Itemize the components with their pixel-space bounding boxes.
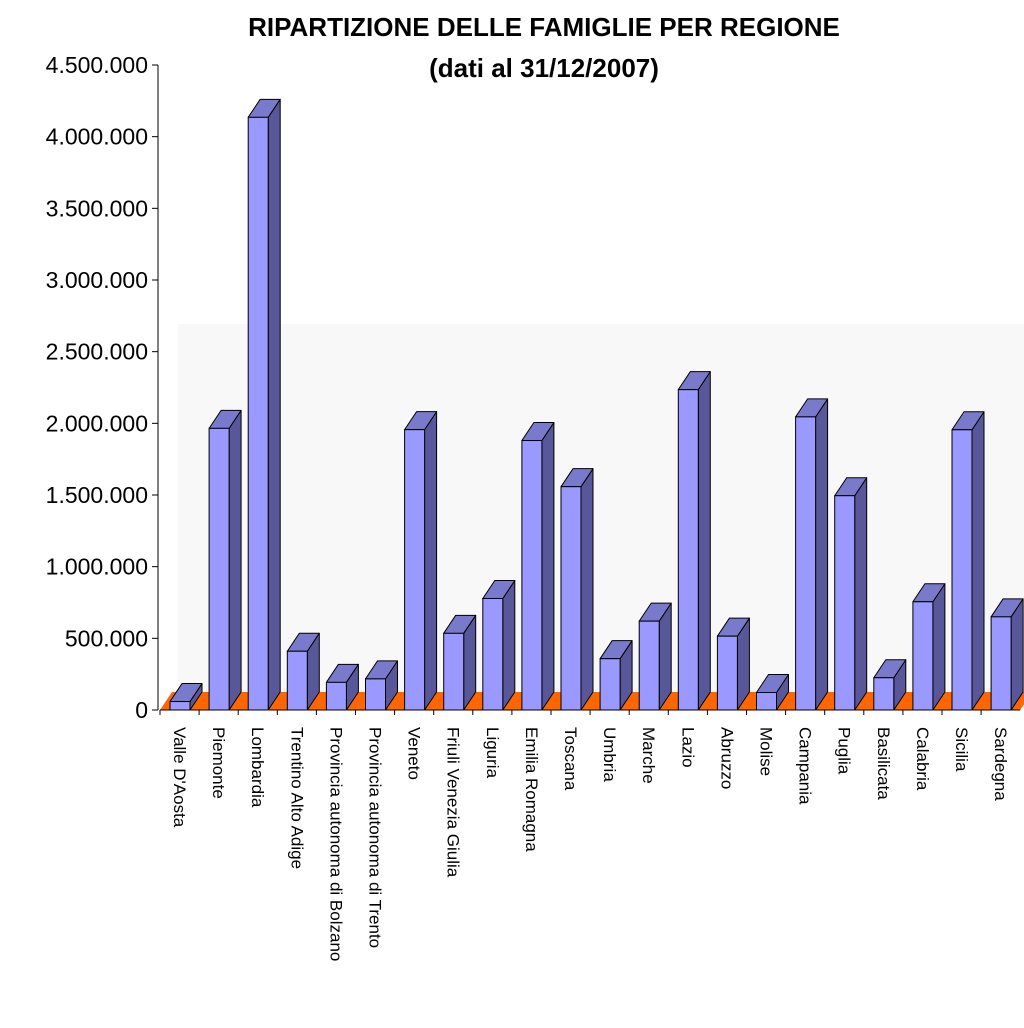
category-label: Provincia autonoma di Trento [366,727,385,948]
category-label: Lazio [678,727,697,768]
bar [482,579,516,711]
bar-front [756,692,777,711]
bar-side [502,579,516,711]
bar [638,602,672,711]
category-label: Toscana [561,727,580,791]
bar-front [169,701,191,711]
category-label: Friuli Venezia Giulia [444,727,463,878]
bar-front [951,429,973,711]
bar-front [599,658,621,711]
bar-side [932,583,946,711]
category-label: Puglia [835,727,854,775]
y-tick-label: 500.000 [65,625,148,651]
bar-front [286,650,308,711]
bar [325,663,359,711]
y-tick-label: 2.000.000 [46,410,148,436]
bar [521,422,555,711]
y-tick-label: 3.500.000 [46,195,148,221]
bar-front [482,597,504,711]
bar-front [795,416,817,711]
y-tick-label: 0 [135,697,148,723]
category-label: Umbria [600,727,619,782]
bar-side [228,409,242,711]
bar [404,411,438,711]
y-axis: 0 500.000 1.000.000 1.500.000 2.000.000 2.500… [46,52,1021,723]
bar-side [580,468,594,711]
bar-front [560,486,582,711]
category-label: Veneto [405,727,424,780]
bar-front [873,677,895,711]
bar [677,371,711,711]
bar-side [854,477,868,711]
bar-front [677,389,699,711]
category-label: Liguria [483,727,502,779]
category-label: Sardegna [991,727,1010,801]
bar-side [815,398,829,711]
category-label: Calabria [913,727,932,791]
bar [873,659,907,711]
category-label: Piemonte [209,727,228,799]
bar [834,477,868,711]
bar-front [834,495,856,711]
y-tick-label: 4.000.000 [46,124,148,150]
bar-side [267,98,281,711]
bar-side [541,422,555,711]
bar-front [247,116,269,711]
category-label: Sicilia [952,727,971,772]
category-label: Basilicata [874,727,893,800]
bars [169,98,1024,711]
bar [912,583,946,711]
bar-side [697,371,711,711]
bar-front [521,440,543,711]
bar [560,468,594,711]
bar [756,674,789,711]
chart-title: RIPARTIZIONE DELLE FAMIGLIE PER REGIONE [248,12,840,42]
bar-front [208,427,230,711]
y-tick-label: 1.000.000 [46,554,148,580]
bar [990,598,1024,711]
category-label: Emilia Romagna [522,727,541,852]
bar-side [424,411,438,711]
bar [286,632,320,711]
bar [443,614,477,711]
bar [169,683,203,711]
bar-front [404,429,426,711]
bar [795,398,829,711]
bar [716,617,750,711]
y-tick-label: 4.500.000 [46,52,148,78]
bar [951,411,985,711]
category-label: Campania [796,727,815,805]
y-tick-label: 1.500.000 [46,482,148,508]
bar-front [638,620,660,711]
bar-side [971,411,985,711]
category-labels: Valle D'Aosta Piemonte Lombardia Trentino A… [170,727,1010,961]
bar-front [443,632,465,711]
bar-side [1010,598,1024,711]
bar-front [325,681,347,711]
bar [208,409,242,711]
y-tick-label: 2.500.000 [46,339,148,365]
category-label: Provincia autonoma di Bolzano [326,727,345,961]
bar [365,660,398,711]
category-label: Marche [639,727,658,784]
bar [599,640,633,711]
bar-front [912,601,934,711]
category-label: Molise [757,727,776,776]
category-label: Lombardia [248,727,267,808]
y-tick-label: 3.000.000 [46,267,148,293]
chart-subtitle: (dati al 31/12/2007) [429,53,659,83]
bar-front [990,616,1012,711]
category-label: Abruzzo [717,727,736,789]
category-label: Valle D'Aosta [170,727,189,828]
bar-front [716,635,738,711]
bar-front [365,678,386,711]
category-label: Trentino Alto Adige [287,727,306,869]
bar [247,98,281,711]
